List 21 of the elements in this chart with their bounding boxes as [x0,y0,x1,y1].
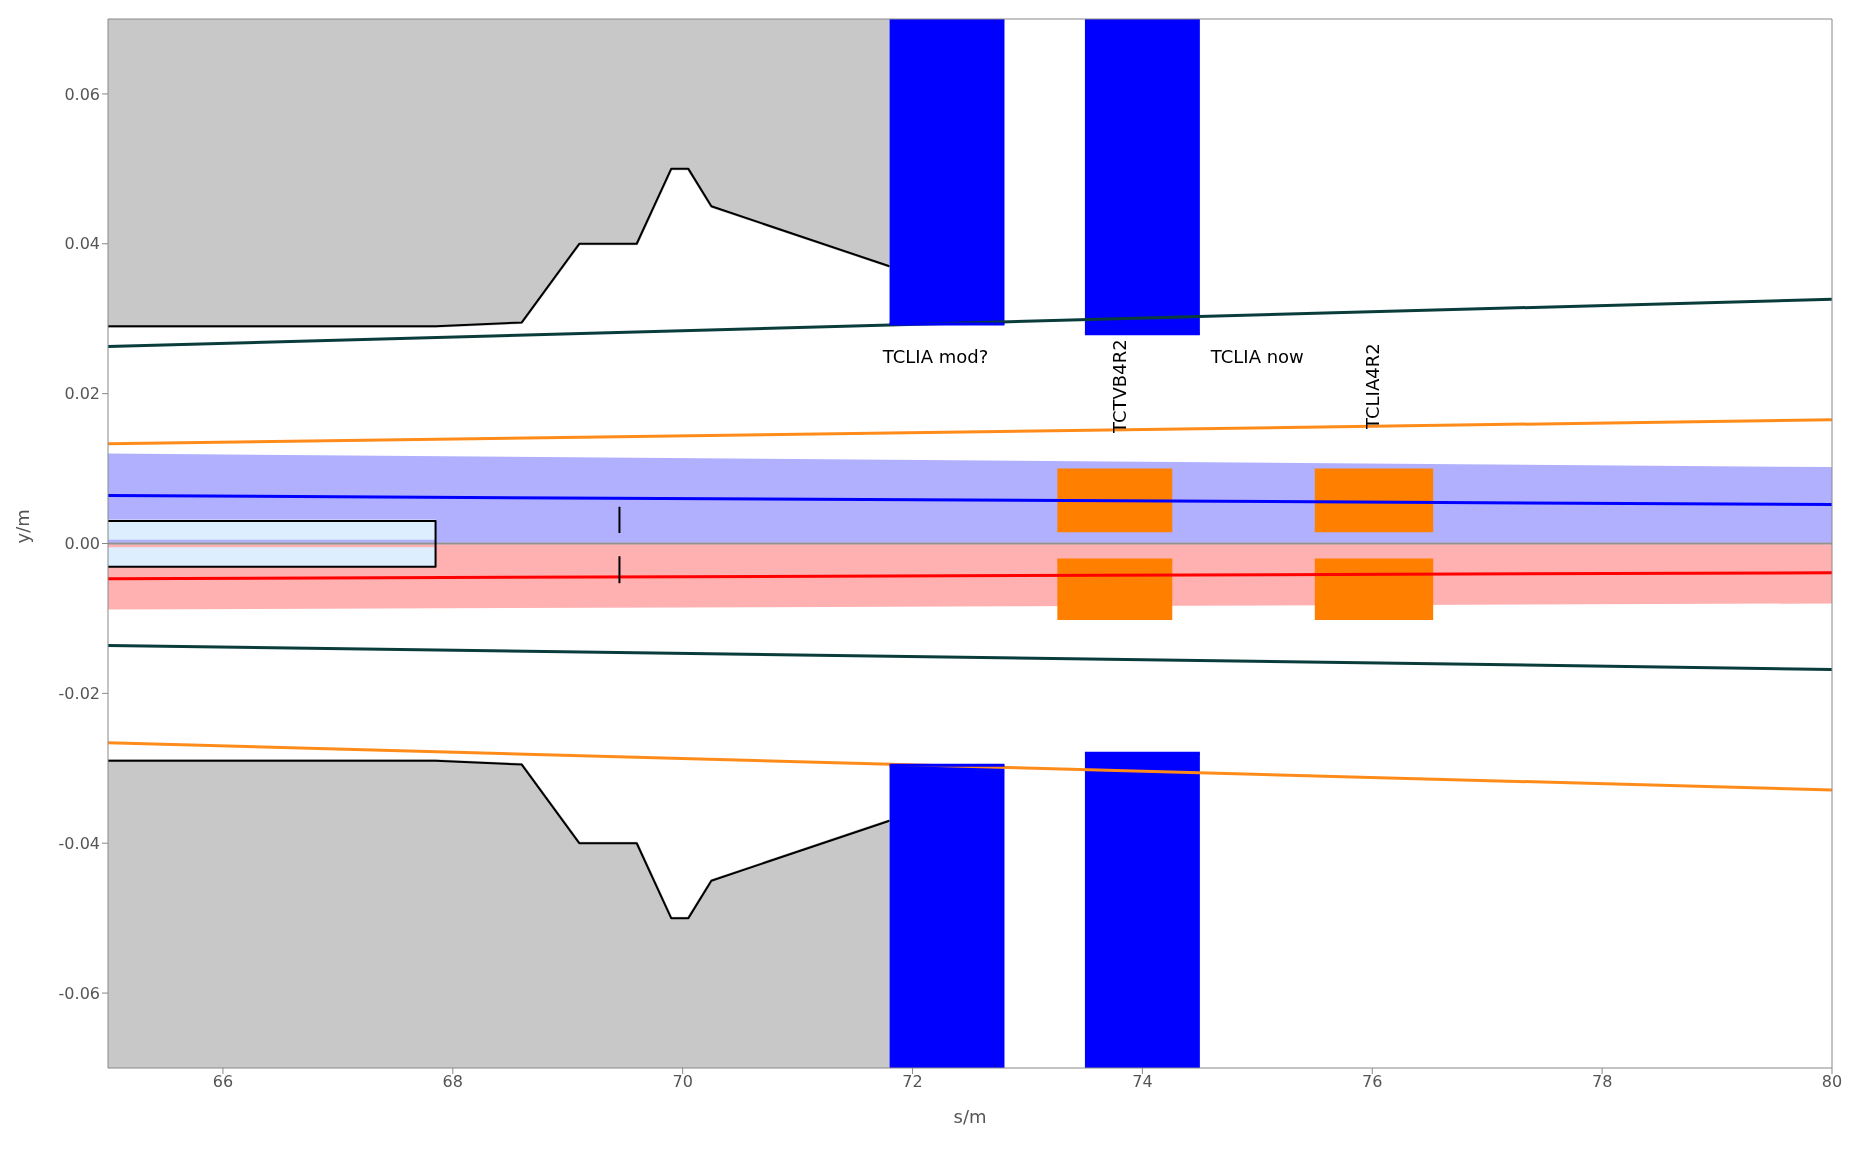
x-tick-label: 72 [902,1072,923,1092]
x-tick-label: 74 [1132,1072,1153,1092]
y-axis-title: y/m [12,509,34,544]
x-tick-label: 70 [672,1072,693,1092]
x-tick-label: 68 [442,1072,463,1092]
annotation: TCLIA now [1209,345,1304,367]
y-tick-label: 0.02 [64,384,100,404]
x-axis-title: s/m [953,1106,987,1127]
x-tick-label: 76 [1362,1072,1383,1092]
y-tick-label: 0.06 [64,84,100,104]
x-tick-label: 66 [212,1072,234,1092]
y-tick-label: -0.06 [58,983,100,1003]
y-tick-label: 0.00 [64,534,100,554]
x-tick-label: 80 [1821,1072,1843,1092]
annotation: TCLIA4R2 [1361,343,1383,430]
y-tick-label: -0.04 [58,833,100,853]
x-tick-label: 78 [1591,1072,1613,1092]
annotation: TCLIA mod? [881,345,989,367]
y-tick-label: 0.04 [64,234,100,254]
annotation: TCTVB4R2 [1108,339,1130,434]
y-tick-label: -0.02 [58,684,100,704]
